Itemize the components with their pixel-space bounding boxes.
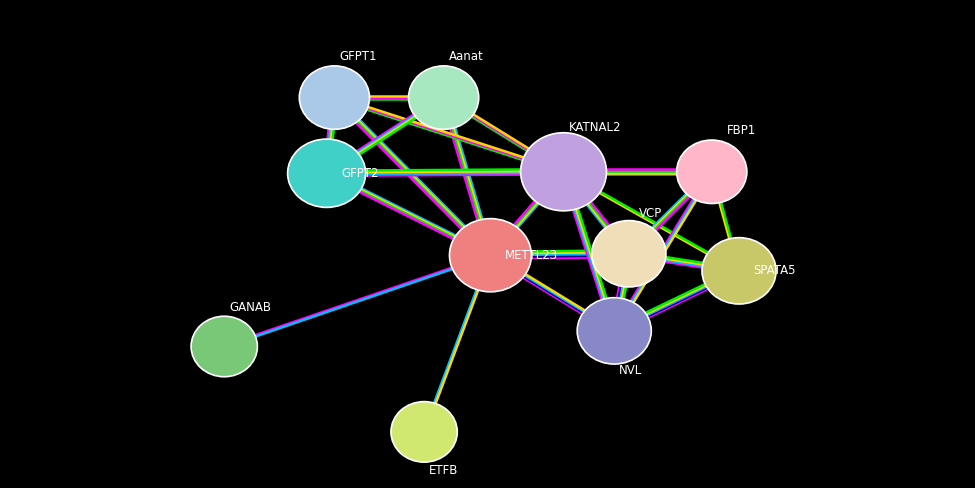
Text: SPATA5: SPATA5 xyxy=(754,264,797,277)
Text: FBP1: FBP1 xyxy=(726,124,756,137)
Ellipse shape xyxy=(288,139,366,207)
Text: GFPT1: GFPT1 xyxy=(339,50,376,62)
Ellipse shape xyxy=(191,316,257,377)
Text: GFPT2: GFPT2 xyxy=(341,167,378,180)
Text: NVL: NVL xyxy=(619,365,643,377)
Text: Aanat: Aanat xyxy=(448,50,484,62)
Ellipse shape xyxy=(677,140,747,203)
Ellipse shape xyxy=(521,133,606,211)
Ellipse shape xyxy=(592,221,666,287)
Ellipse shape xyxy=(299,66,370,129)
Text: GANAB: GANAB xyxy=(229,301,271,314)
Text: METTL23: METTL23 xyxy=(505,249,558,262)
Text: ETFB: ETFB xyxy=(429,465,458,477)
Ellipse shape xyxy=(577,298,651,364)
Ellipse shape xyxy=(409,66,479,129)
Text: VCP: VCP xyxy=(639,207,662,220)
Text: KATNAL2: KATNAL2 xyxy=(568,122,621,134)
Ellipse shape xyxy=(702,238,776,304)
Ellipse shape xyxy=(449,219,531,292)
Ellipse shape xyxy=(391,402,457,462)
